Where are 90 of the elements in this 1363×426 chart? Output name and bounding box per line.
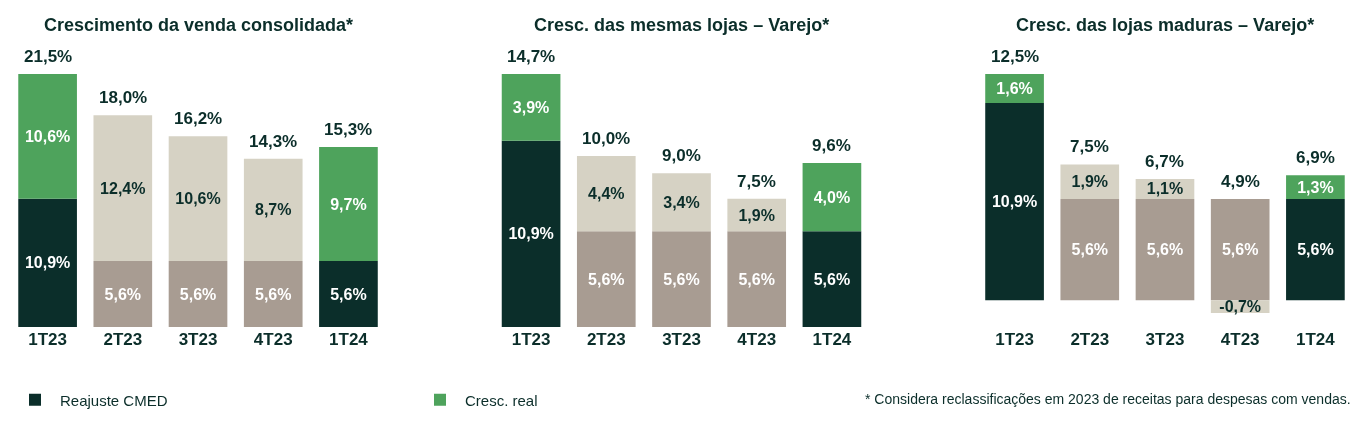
data-label: 4,4% — [588, 185, 625, 203]
total-label: 9,6% — [812, 136, 851, 155]
x-tick-label: 1T23 — [28, 330, 67, 349]
x-tick-label: 4T23 — [253, 330, 293, 349]
chart-title: Cresc. das mesmas lojas – Varejo* — [534, 15, 830, 35]
bar — [727, 231, 787, 327]
legend-label: Cresc. real — [465, 391, 538, 409]
total-label: 16,2% — [174, 109, 223, 128]
total-label: 21,5% — [24, 47, 73, 66]
data-label: 5,6% — [255, 285, 292, 303]
data-label: 9,7% — [330, 195, 367, 213]
data-label: 5,6% — [813, 270, 851, 288]
data-label: 8,7% — [255, 201, 292, 219]
data-label: 5,6% — [663, 270, 700, 288]
x-tick-label: 1T23 — [995, 330, 1034, 349]
data-label: 5,6% — [179, 285, 217, 303]
bar — [576, 156, 636, 232]
data-label: 1,3% — [1297, 178, 1334, 196]
x-tick-label: 1T24 — [812, 330, 852, 349]
total-label: 14,7% — [507, 47, 556, 66]
total-label: 14,3% — [249, 132, 298, 151]
total-label: 4,9% — [1221, 172, 1260, 191]
bar — [18, 198, 77, 327]
bar — [802, 231, 862, 327]
data-label: 10,9% — [991, 193, 1038, 211]
x-tick-label: 3T23 — [178, 330, 218, 349]
data-label: 1,9% — [738, 206, 775, 224]
bar — [93, 115, 153, 262]
data-label: 3,4% — [663, 193, 700, 211]
bar — [802, 162, 862, 232]
bar — [18, 74, 77, 199]
data-label: 1,9% — [1071, 173, 1108, 191]
bar — [319, 146, 378, 262]
total-label: 10,0% — [582, 129, 631, 148]
bar — [93, 261, 153, 327]
bar — [501, 74, 561, 141]
bar — [243, 261, 303, 327]
x-tick-label: 1T24 — [1296, 330, 1336, 349]
data-label: 10,9% — [24, 254, 71, 272]
total-label: 7,5% — [737, 172, 776, 191]
data-label: 5,6% — [1071, 241, 1108, 259]
chart-title: Cresc. das lojas maduras – Varejo* — [1016, 15, 1315, 35]
data-label: 5,6% — [330, 285, 367, 303]
data-label: 5,6% — [588, 270, 625, 288]
chart-title: Crescimento da venda consolidada* — [44, 15, 354, 35]
data-label: 5,6% — [1146, 241, 1184, 259]
data-label: 5,6% — [738, 270, 775, 288]
bar — [319, 261, 378, 327]
x-tick-label: 4T23 — [1220, 330, 1260, 349]
data-label: 1,6% — [996, 79, 1033, 97]
data-label: -0,7% — [1219, 298, 1262, 316]
x-tick-label: 2T23 — [586, 330, 626, 349]
bar — [652, 231, 711, 327]
x-tick-label: 3T23 — [662, 330, 701, 349]
x-tick-label: 1T24 — [329, 330, 369, 349]
bar — [576, 231, 636, 327]
data-label: 12,4% — [100, 179, 146, 197]
total-label: 7,5% — [1070, 137, 1109, 156]
data-label: 10,6% — [175, 190, 221, 208]
bar — [168, 261, 228, 327]
data-label: 3,9% — [512, 98, 550, 116]
text: * Considera reclassificações em 2023 de receitas para despesas com vendas. — [865, 391, 1351, 407]
x-tick-label: 2T23 — [103, 330, 143, 349]
bar — [1286, 198, 1345, 301]
x-tick-label: 1T23 — [511, 330, 551, 349]
data-label: 5,6% — [1221, 241, 1259, 259]
total-label: 18,0% — [99, 88, 148, 107]
data-label: 10,9% — [508, 225, 554, 243]
bar — [1135, 198, 1195, 301]
bar — [168, 136, 228, 262]
x-tick-label: 3T23 — [1145, 330, 1185, 349]
x-tick-label: 2T23 — [1070, 330, 1110, 349]
bar — [985, 102, 1044, 301]
data-label: 1,1% — [1146, 180, 1184, 198]
bar — [1060, 198, 1120, 301]
x-tick-label: 4T23 — [737, 330, 777, 349]
data-label: 4,0% — [813, 188, 851, 206]
data-label: 10,6% — [24, 127, 71, 145]
legend-label: Reajuste CMED — [60, 391, 168, 409]
data-label: 5,6% — [104, 285, 142, 303]
total-label: 9,0% — [662, 146, 701, 165]
bar — [501, 140, 561, 327]
bar — [652, 173, 711, 232]
bar — [243, 158, 303, 262]
total-label: 6,7% — [1145, 152, 1184, 171]
total-label: 15,3% — [324, 120, 373, 139]
data-label: 5,6% — [1297, 241, 1334, 259]
total-label: 6,9% — [1296, 148, 1335, 167]
bar — [1210, 198, 1270, 301]
total-label: 12,5% — [991, 47, 1040, 66]
